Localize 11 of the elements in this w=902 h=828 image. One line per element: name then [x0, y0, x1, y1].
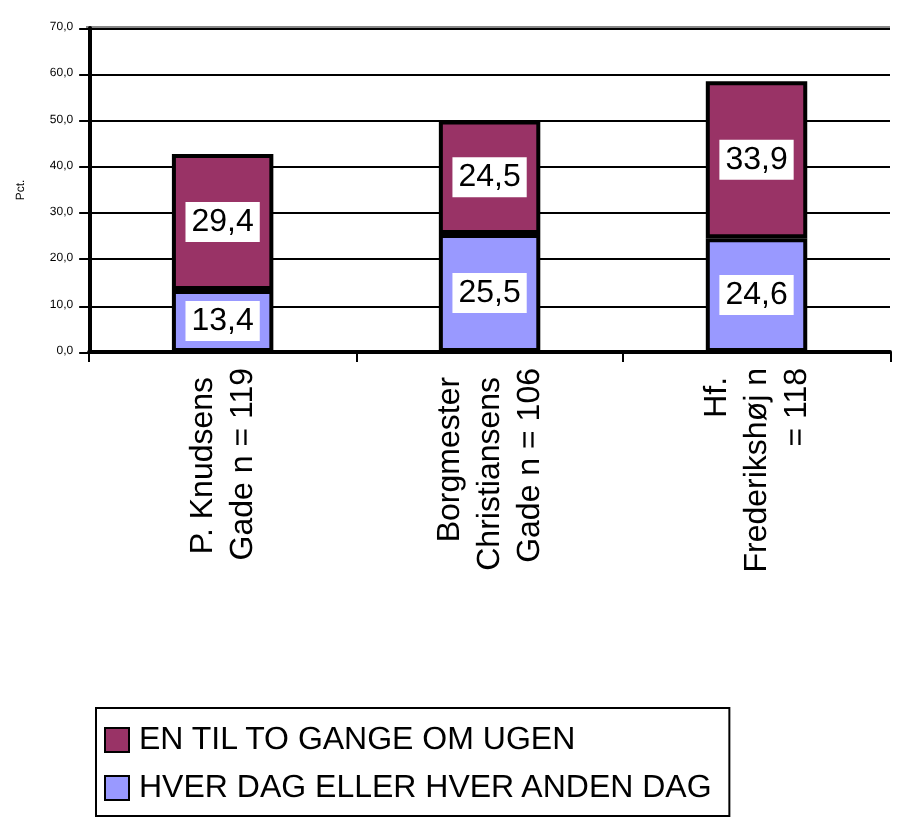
legend-label: HVER DAG ELLER HVER ANDEN DAG	[139, 771, 712, 805]
legend-label: EN TIL TO GANGE OM UGEN	[139, 723, 576, 757]
x-tick-label: Borgmester Christiansens Gade n = 106	[432, 367, 547, 571]
x-tick-label: P. Knudsens Gade n = 119	[185, 367, 260, 561]
data-label: 33,9	[725, 142, 788, 177]
data-label: 24,6	[725, 278, 788, 313]
data-label: 24,5	[458, 160, 521, 195]
x-tick-label: Hf. Frederikshøj n = 118	[699, 367, 814, 573]
data-label: 25,5	[458, 275, 521, 310]
data-label: 29,4	[191, 204, 254, 239]
data-label: 13,4	[191, 303, 254, 338]
